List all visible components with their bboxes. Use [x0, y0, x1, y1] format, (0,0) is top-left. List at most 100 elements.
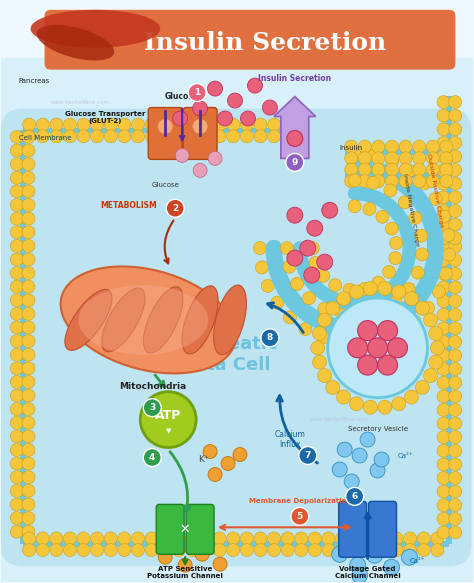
Circle shape: [367, 149, 381, 162]
Circle shape: [22, 185, 35, 198]
Circle shape: [372, 140, 385, 153]
Circle shape: [358, 152, 371, 165]
Circle shape: [386, 154, 399, 168]
Circle shape: [390, 532, 403, 545]
Circle shape: [104, 118, 117, 131]
Circle shape: [22, 253, 35, 266]
Circle shape: [399, 152, 412, 165]
Circle shape: [317, 269, 330, 282]
Circle shape: [416, 248, 428, 261]
Circle shape: [195, 547, 209, 561]
FancyBboxPatch shape: [156, 504, 184, 554]
Circle shape: [317, 254, 333, 270]
Circle shape: [10, 307, 23, 321]
Circle shape: [299, 447, 317, 465]
Circle shape: [411, 266, 424, 279]
Circle shape: [373, 305, 386, 318]
Circle shape: [10, 511, 23, 525]
Text: ATP Sensitive
Potassium Channel: ATP Sensitive Potassium Channel: [147, 566, 223, 579]
Circle shape: [449, 254, 462, 267]
Text: Calcium
Influx: Calcium Influx: [274, 430, 305, 449]
Circle shape: [437, 308, 450, 321]
Circle shape: [415, 301, 429, 315]
Circle shape: [192, 101, 208, 116]
Circle shape: [281, 532, 294, 545]
Circle shape: [306, 241, 319, 255]
Circle shape: [426, 163, 439, 176]
Circle shape: [449, 417, 462, 430]
Circle shape: [22, 348, 35, 361]
FancyBboxPatch shape: [23, 128, 285, 134]
Circle shape: [10, 199, 23, 212]
Circle shape: [22, 307, 35, 321]
Circle shape: [213, 118, 226, 131]
Circle shape: [22, 498, 35, 511]
Text: Glucose: Glucose: [151, 182, 179, 188]
Circle shape: [449, 281, 462, 294]
Circle shape: [390, 543, 403, 557]
Circle shape: [337, 292, 351, 305]
Text: 7: 7: [305, 451, 311, 460]
Circle shape: [304, 267, 320, 283]
Circle shape: [22, 335, 35, 347]
Circle shape: [295, 532, 308, 545]
Circle shape: [440, 175, 453, 188]
Circle shape: [143, 448, 161, 466]
Circle shape: [449, 431, 462, 444]
Circle shape: [318, 368, 332, 382]
Circle shape: [10, 525, 23, 538]
Circle shape: [430, 341, 445, 355]
Circle shape: [437, 109, 450, 122]
Circle shape: [287, 207, 303, 223]
Circle shape: [291, 507, 309, 525]
Circle shape: [378, 321, 398, 340]
Circle shape: [22, 362, 35, 375]
Circle shape: [254, 118, 267, 131]
Circle shape: [22, 171, 35, 184]
Circle shape: [22, 266, 35, 279]
Circle shape: [372, 152, 385, 165]
Circle shape: [363, 543, 376, 557]
Circle shape: [449, 403, 462, 416]
Circle shape: [23, 118, 36, 131]
Circle shape: [227, 118, 240, 131]
Circle shape: [437, 150, 450, 163]
Circle shape: [405, 390, 419, 404]
Circle shape: [159, 130, 172, 143]
Circle shape: [268, 532, 281, 545]
Circle shape: [449, 376, 462, 389]
Circle shape: [255, 261, 268, 274]
Circle shape: [449, 136, 462, 149]
Circle shape: [437, 431, 450, 444]
Circle shape: [402, 283, 415, 296]
Circle shape: [374, 452, 389, 467]
Text: www.VectorMine.com: www.VectorMine.com: [191, 307, 249, 312]
Circle shape: [366, 547, 383, 563]
Circle shape: [449, 294, 462, 308]
Circle shape: [213, 543, 226, 557]
Circle shape: [145, 118, 158, 131]
Circle shape: [254, 130, 267, 143]
Text: Mitochondria: Mitochondria: [119, 382, 187, 391]
Circle shape: [449, 123, 462, 136]
Circle shape: [200, 130, 212, 143]
Circle shape: [77, 543, 90, 557]
Circle shape: [261, 279, 274, 292]
Circle shape: [449, 308, 462, 321]
Circle shape: [384, 184, 397, 197]
Circle shape: [385, 175, 399, 188]
Text: www.VectorMine.com: www.VectorMine.com: [51, 100, 110, 105]
Circle shape: [322, 532, 335, 545]
Circle shape: [401, 549, 418, 565]
Circle shape: [449, 458, 462, 471]
Circle shape: [328, 279, 342, 292]
Circle shape: [233, 448, 247, 462]
Circle shape: [426, 175, 439, 188]
Circle shape: [283, 311, 296, 324]
Circle shape: [192, 118, 208, 135]
Circle shape: [193, 163, 207, 177]
Circle shape: [10, 212, 23, 225]
Circle shape: [173, 111, 188, 126]
Circle shape: [413, 175, 426, 188]
Circle shape: [10, 321, 23, 334]
